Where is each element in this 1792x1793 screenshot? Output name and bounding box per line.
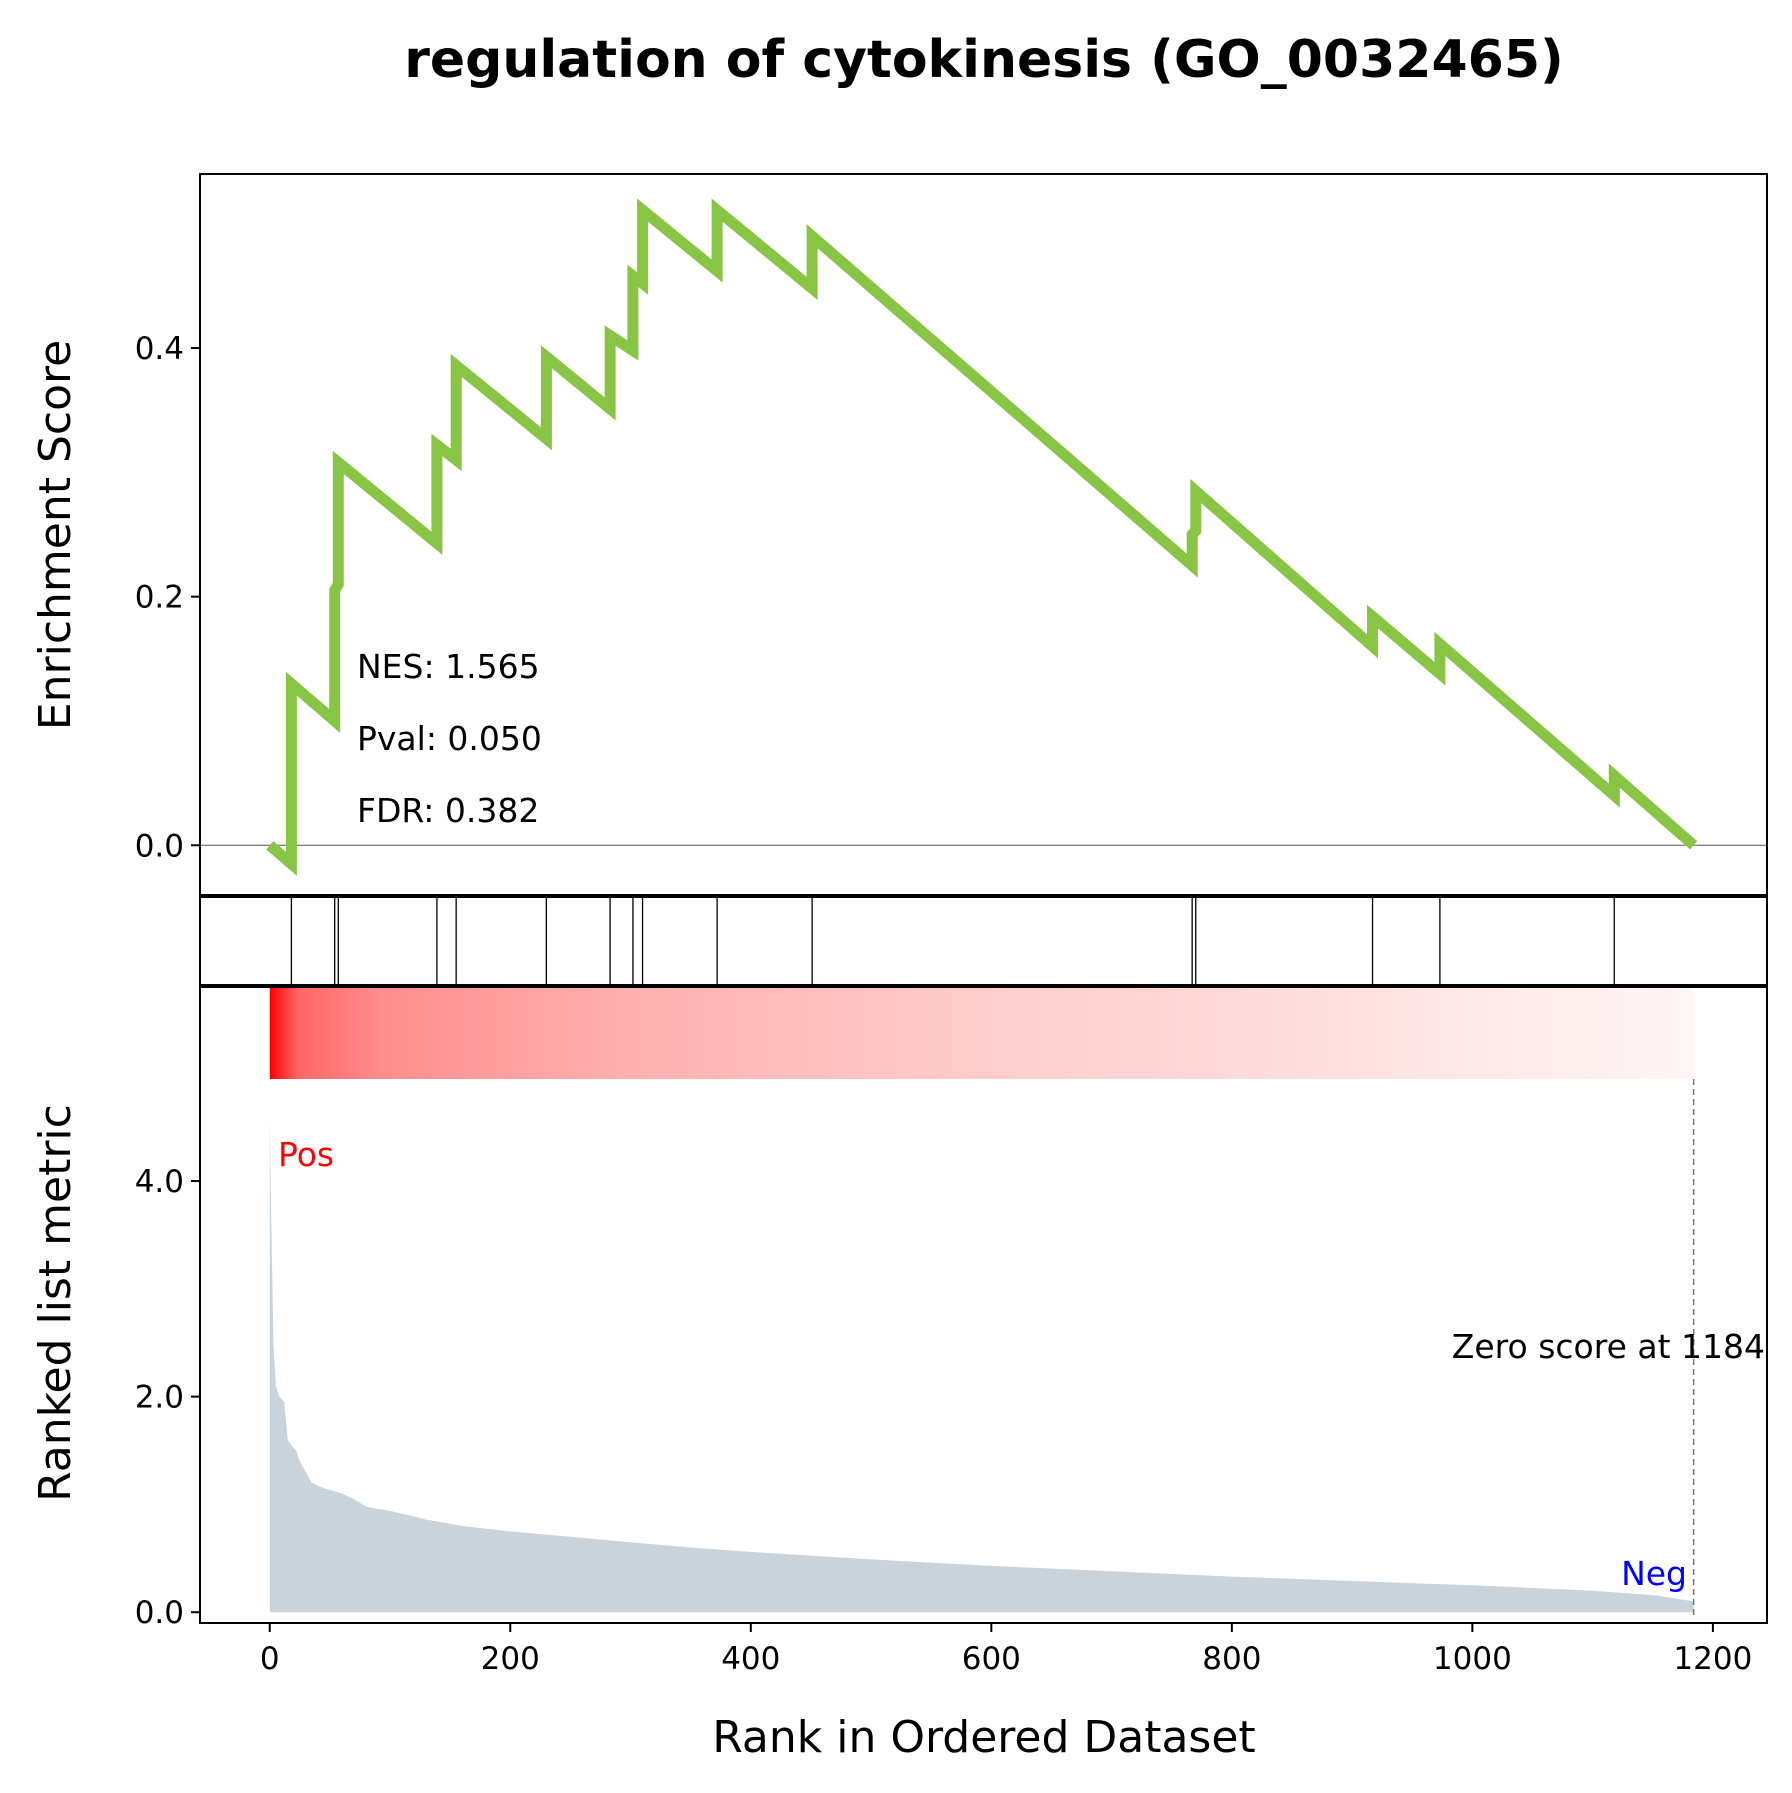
es-y-ticks: 0.0 0.2 0.4 [135,331,200,864]
pos-label: Pos [278,1135,334,1174]
metric-panel-frame [199,986,1768,1624]
chart-title: regulation of cytokinesis (GO_0032465) [404,30,1564,90]
es-panel-frame [199,173,1768,896]
es-y-tick-label: 0.0 [135,828,184,864]
x-axis-ticks: 0 200 400 600 800 1000 1200 [260,1623,1752,1677]
zero-score-label: Zero score at 1184 [1452,1327,1765,1366]
metric-y-tick-label: 4.0 [135,1164,184,1200]
metric-y-tick-label: 0.0 [135,1595,184,1631]
x-axis-label: Rank in Ordered Dataset [712,1712,1255,1763]
ranking-color-bar [269,987,1694,1079]
es-y-axis-label: Enrichment Score [30,340,81,730]
nes-label: NES: 1.565 [357,647,540,686]
es-y-tick-label: 0.2 [135,580,184,616]
enrichment-score-panel: 0.0 0.2 0.4 NES: 1.565 Pval: 0.050 FDR: 0.… [30,173,1768,896]
fdr-label: FDR: 0.382 [357,791,539,830]
ranked-metric-area [269,1116,1694,1613]
metric-y-axis-label: Ranked list metric [30,1104,81,1502]
es-y-tick-label: 0.4 [135,331,184,367]
hits-panel-frame [199,896,1768,986]
ranked-metric-panel: 0.0 2.0 4.0 Pos Neg Zero score at 1184 Ran… [30,986,1768,1631]
es-curve [266,198,1698,876]
x-tick-label: 400 [721,1641,780,1677]
hit-lines [290,897,1615,985]
x-tick-label: 200 [481,1641,540,1677]
x-tick-label: 600 [962,1641,1021,1677]
x-tick-label: 800 [1202,1641,1261,1677]
x-tick-label: 0 [260,1641,280,1677]
gene-hits-panel [199,896,1768,986]
x-tick-label: 1000 [1433,1641,1512,1677]
metric-y-tick-label: 2.0 [135,1380,184,1416]
x-tick-label: 1200 [1673,1641,1752,1677]
metric-y-ticks: 0.0 2.0 4.0 [135,1164,200,1631]
neg-label: Neg [1621,1554,1687,1593]
pval-label: Pval: 0.050 [357,719,542,758]
